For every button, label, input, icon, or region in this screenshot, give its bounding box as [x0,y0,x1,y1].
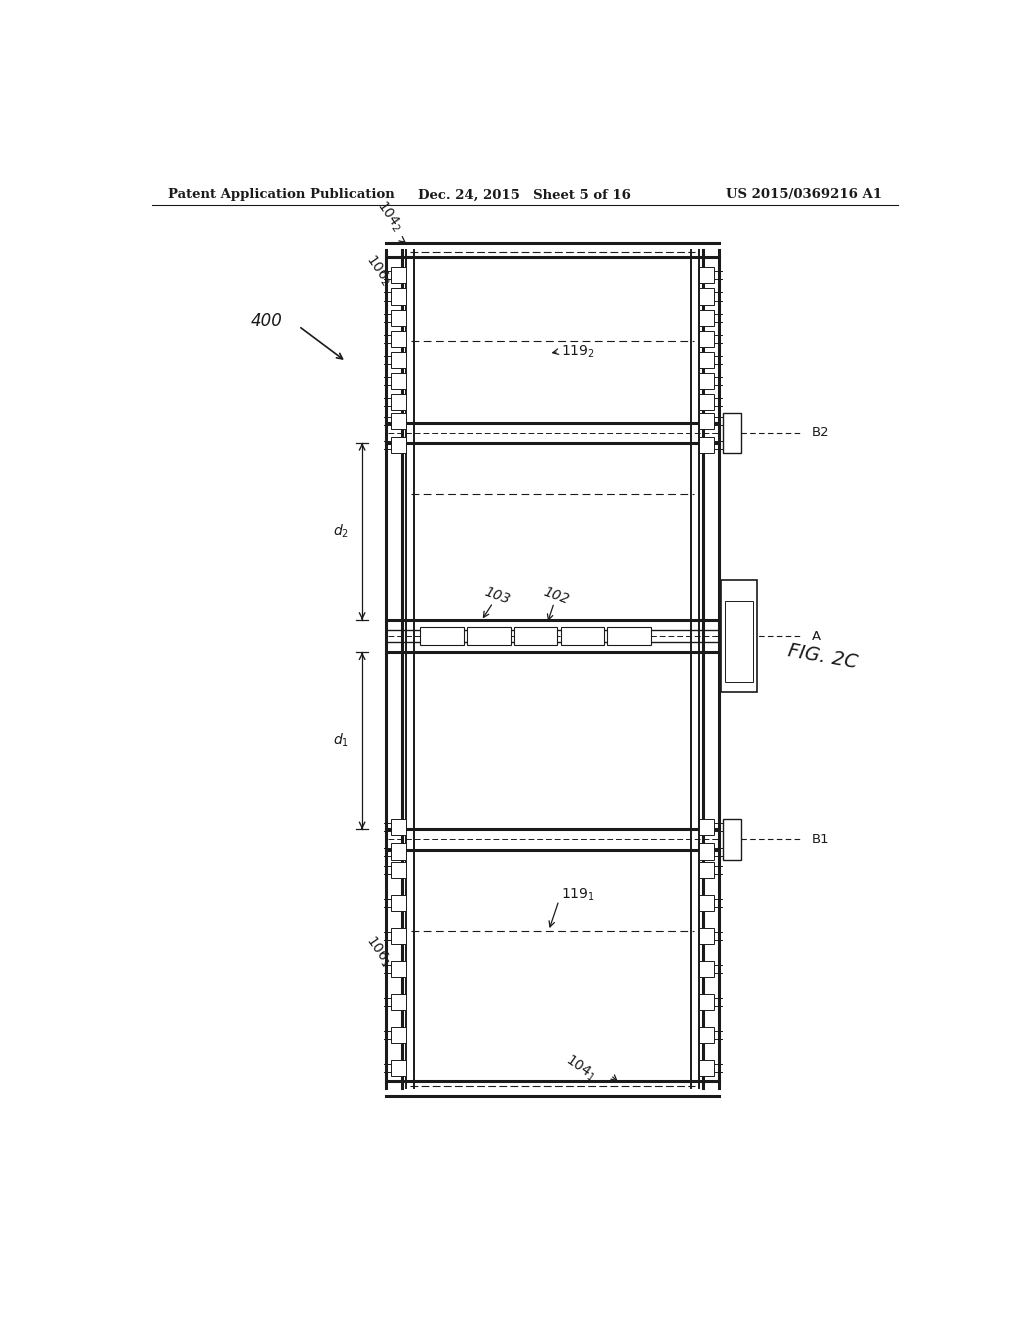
Bar [391,267,406,284]
Bar [391,862,406,878]
Bar [699,374,714,389]
Bar [699,331,714,347]
Bar [699,437,714,453]
Bar [391,994,406,1010]
Text: $d_1$: $d_1$ [333,733,348,750]
Text: US 2015/0369216 A1: US 2015/0369216 A1 [726,189,882,202]
Bar [391,843,406,859]
Bar [699,818,714,836]
Text: Dec. 24, 2015 Sheet 5 of 16: Dec. 24, 2015 Sheet 5 of 16 [419,189,631,202]
Bar [699,1027,714,1043]
Bar [467,627,511,645]
Text: 103: 103 [482,585,512,607]
Bar [699,843,714,859]
Bar [699,412,714,429]
Bar [607,627,651,645]
Bar [391,309,406,326]
Bar [699,862,714,878]
Text: $104_1$: $104_1$ [562,1052,599,1085]
Bar [699,395,714,411]
Text: $d_2$: $d_2$ [333,523,348,540]
Bar [420,627,464,645]
Bar [391,928,406,944]
Bar [699,352,714,368]
Text: Patent Application Publication: Patent Application Publication [168,189,394,202]
Text: B2: B2 [812,426,829,440]
Bar [391,1060,406,1076]
Bar [514,627,557,645]
Bar [721,581,757,692]
Bar [391,818,406,836]
Bar [560,627,604,645]
Text: 400: 400 [251,312,283,330]
Bar [391,352,406,368]
Bar [699,895,714,911]
Bar [723,818,740,859]
Bar [391,961,406,977]
Bar [391,395,406,411]
Bar [699,309,714,326]
Text: $104_2$: $104_2$ [374,198,407,235]
Bar [699,288,714,305]
Bar [391,374,406,389]
Bar [723,413,740,453]
Text: $119_1$: $119_1$ [560,887,594,903]
Bar [699,994,714,1010]
Text: FIG. 2C: FIG. 2C [786,642,859,672]
Bar [699,1060,714,1076]
Text: A: A [812,630,821,643]
Text: $106_2$: $106_2$ [361,252,394,289]
Bar [391,331,406,347]
Bar [699,267,714,284]
Bar [725,601,753,682]
Text: $106_1$: $106_1$ [361,933,394,970]
Bar [699,928,714,944]
Text: B1: B1 [812,833,829,846]
Bar [699,961,714,977]
Bar [391,1027,406,1043]
Bar [391,895,406,911]
Bar [391,412,406,429]
Bar [391,437,406,453]
Text: 102: 102 [542,585,571,607]
Bar [391,288,406,305]
Text: $119_2$: $119_2$ [560,343,594,360]
